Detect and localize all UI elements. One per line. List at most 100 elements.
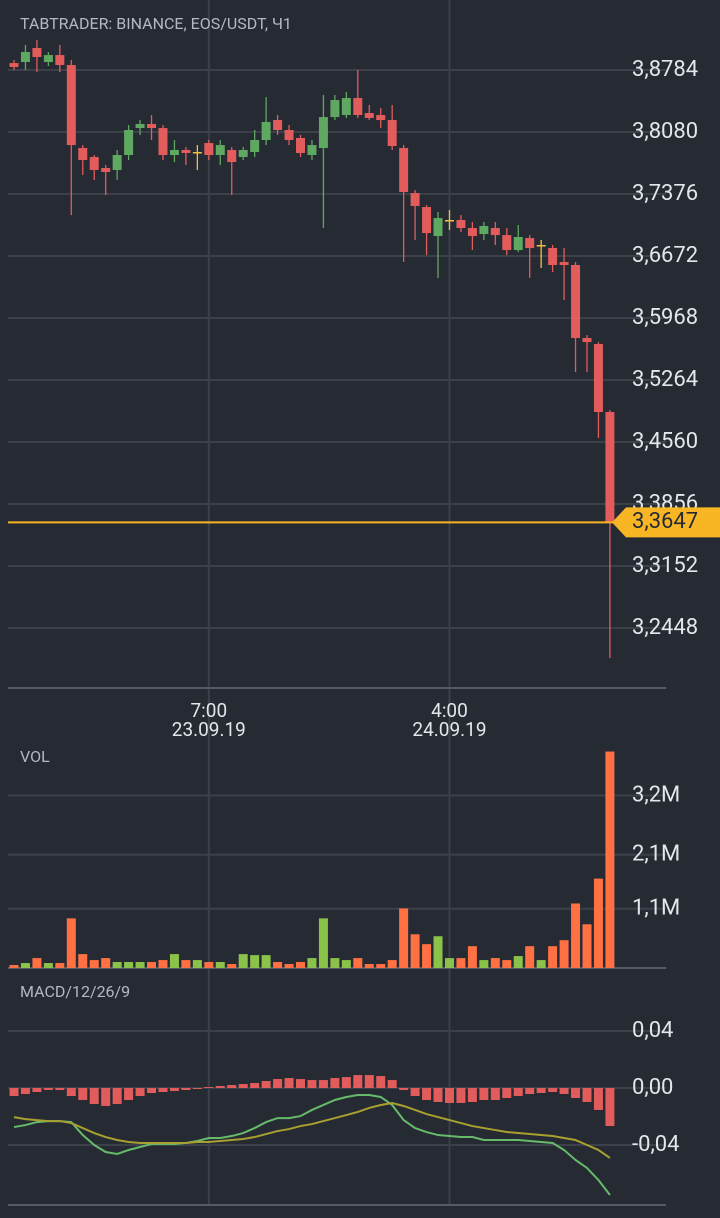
volume-bar (192, 960, 202, 968)
volume-bar (66, 918, 76, 968)
macd-histogram-bar (215, 1086, 225, 1089)
macd-histogram-bar (43, 1088, 53, 1091)
y-tick-label: 3,2448 (632, 615, 698, 640)
volume-bar (525, 946, 535, 968)
volume-bar (330, 958, 340, 968)
x-tick-label: 4:00 (431, 699, 468, 722)
volume-bar (101, 958, 111, 968)
y-tick-label: 1,1M (632, 896, 680, 921)
volume-bar (559, 940, 569, 968)
candle-body (112, 155, 122, 170)
candle-body (376, 115, 386, 121)
candle-body (181, 149, 191, 153)
candle-body (101, 168, 111, 172)
volume-bar (399, 908, 409, 968)
candle-body (204, 143, 214, 156)
volume-bar (204, 962, 214, 968)
candle-body (273, 120, 283, 130)
volume-bar (147, 962, 157, 968)
candle-body (43, 55, 53, 63)
candle-body (582, 338, 592, 343)
candle-body (78, 148, 88, 161)
candle-body (479, 225, 489, 235)
candle-body (364, 112, 374, 119)
macd-histogram-bar (525, 1088, 535, 1095)
volume-bar (364, 964, 374, 968)
macd-histogram-bar (410, 1088, 420, 1096)
macd-histogram-bar (376, 1076, 386, 1089)
candle-body (422, 207, 432, 234)
x-tick-date: 24.09.19 (412, 718, 486, 741)
candle-body (32, 47, 42, 57)
volume-bar (296, 962, 305, 968)
candle-body (284, 129, 294, 141)
mark-layer (8, 39, 620, 1196)
volume-bar (467, 946, 477, 968)
volume-bar (20, 963, 30, 968)
candle-body (66, 64, 76, 146)
volume-bar (353, 958, 363, 968)
candle-body (571, 265, 581, 339)
x-tick-label: 7:00 (190, 699, 227, 722)
candle-body (525, 238, 535, 249)
macd-histogram-bar (502, 1088, 512, 1098)
candle-body (353, 98, 363, 116)
macd-histogram-bar (559, 1088, 569, 1095)
candle-body (89, 157, 99, 170)
y-tick-label: 3,7376 (632, 181, 698, 206)
y-tick-label: 3,8080 (632, 119, 698, 144)
volume-bar (456, 958, 466, 968)
macd-histogram-bar (20, 1088, 30, 1095)
macd-histogram-bar (605, 1088, 615, 1127)
y-tick-label: -0,04 (632, 1132, 680, 1157)
macd-histogram-bar (571, 1088, 581, 1098)
candle-body (387, 120, 397, 147)
macd-histogram-bar (330, 1078, 340, 1089)
candle-body (296, 138, 305, 153)
volume-bar (261, 955, 271, 968)
macd-histogram-bar (364, 1075, 374, 1089)
volume-bar (43, 963, 53, 968)
last-price-tag (612, 507, 720, 538)
macd-histogram-bar (399, 1088, 409, 1091)
volume-bar (605, 751, 615, 968)
candle-body (55, 55, 65, 65)
volume-bar (571, 903, 581, 968)
y-tick-label: 0,00 (632, 1075, 673, 1100)
macd-histogram-bar (536, 1088, 546, 1094)
volume-bar (479, 960, 489, 968)
macd-histogram-bar (9, 1088, 19, 1096)
y-tick-label: 3,2M (632, 782, 680, 807)
macd-histogram-bar (353, 1075, 363, 1089)
panel-title: VOL (20, 747, 50, 766)
macd-histogram-bar (147, 1088, 157, 1094)
volume-bar (513, 956, 523, 968)
macd-histogram-bar (204, 1087, 214, 1089)
macd-histogram-bar (433, 1088, 443, 1102)
y-tick-label: 3,4560 (632, 429, 698, 454)
y-tick-label: 3,8784 (632, 57, 698, 82)
macd-histogram-bar (227, 1085, 237, 1089)
candle-body (147, 124, 157, 129)
volume-bar (227, 964, 237, 968)
volume-bar (582, 924, 592, 968)
volume-bar (273, 962, 283, 968)
volume-bar (124, 962, 134, 968)
volume-bar (112, 962, 122, 968)
macd-histogram-bar (284, 1078, 294, 1089)
macd-histogram-bar (548, 1088, 558, 1093)
macd-line (13, 1094, 611, 1196)
candle-body (238, 149, 248, 158)
candle-body (444, 219, 454, 222)
panel-title: TABTRADER: BINANCE, EOS/USDT, Ч1 (20, 14, 292, 33)
candle-body (135, 124, 145, 129)
volume-bar (444, 958, 454, 968)
volume-bar (376, 964, 386, 968)
candle-body (250, 140, 260, 153)
macd-histogram-bar (273, 1079, 283, 1089)
volume-bar (135, 962, 145, 968)
volume-bar (9, 965, 19, 968)
candle-body (341, 98, 351, 116)
macd-histogram-bar (112, 1088, 122, 1104)
macd-histogram-bar (101, 1088, 111, 1106)
